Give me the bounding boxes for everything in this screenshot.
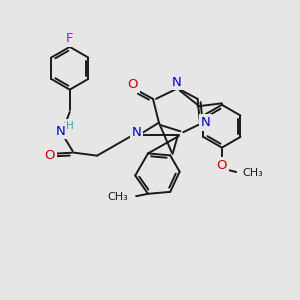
Text: CH₃: CH₃: [108, 192, 128, 202]
Text: N: N: [171, 76, 181, 89]
Text: H: H: [67, 121, 74, 131]
Text: O: O: [128, 78, 138, 92]
Text: N: N: [200, 116, 210, 129]
Text: N: N: [56, 125, 66, 138]
Text: CH₃: CH₃: [242, 169, 263, 178]
Text: O: O: [44, 149, 55, 162]
Text: N: N: [132, 126, 142, 139]
Text: O: O: [217, 159, 227, 172]
Text: F: F: [66, 32, 74, 45]
